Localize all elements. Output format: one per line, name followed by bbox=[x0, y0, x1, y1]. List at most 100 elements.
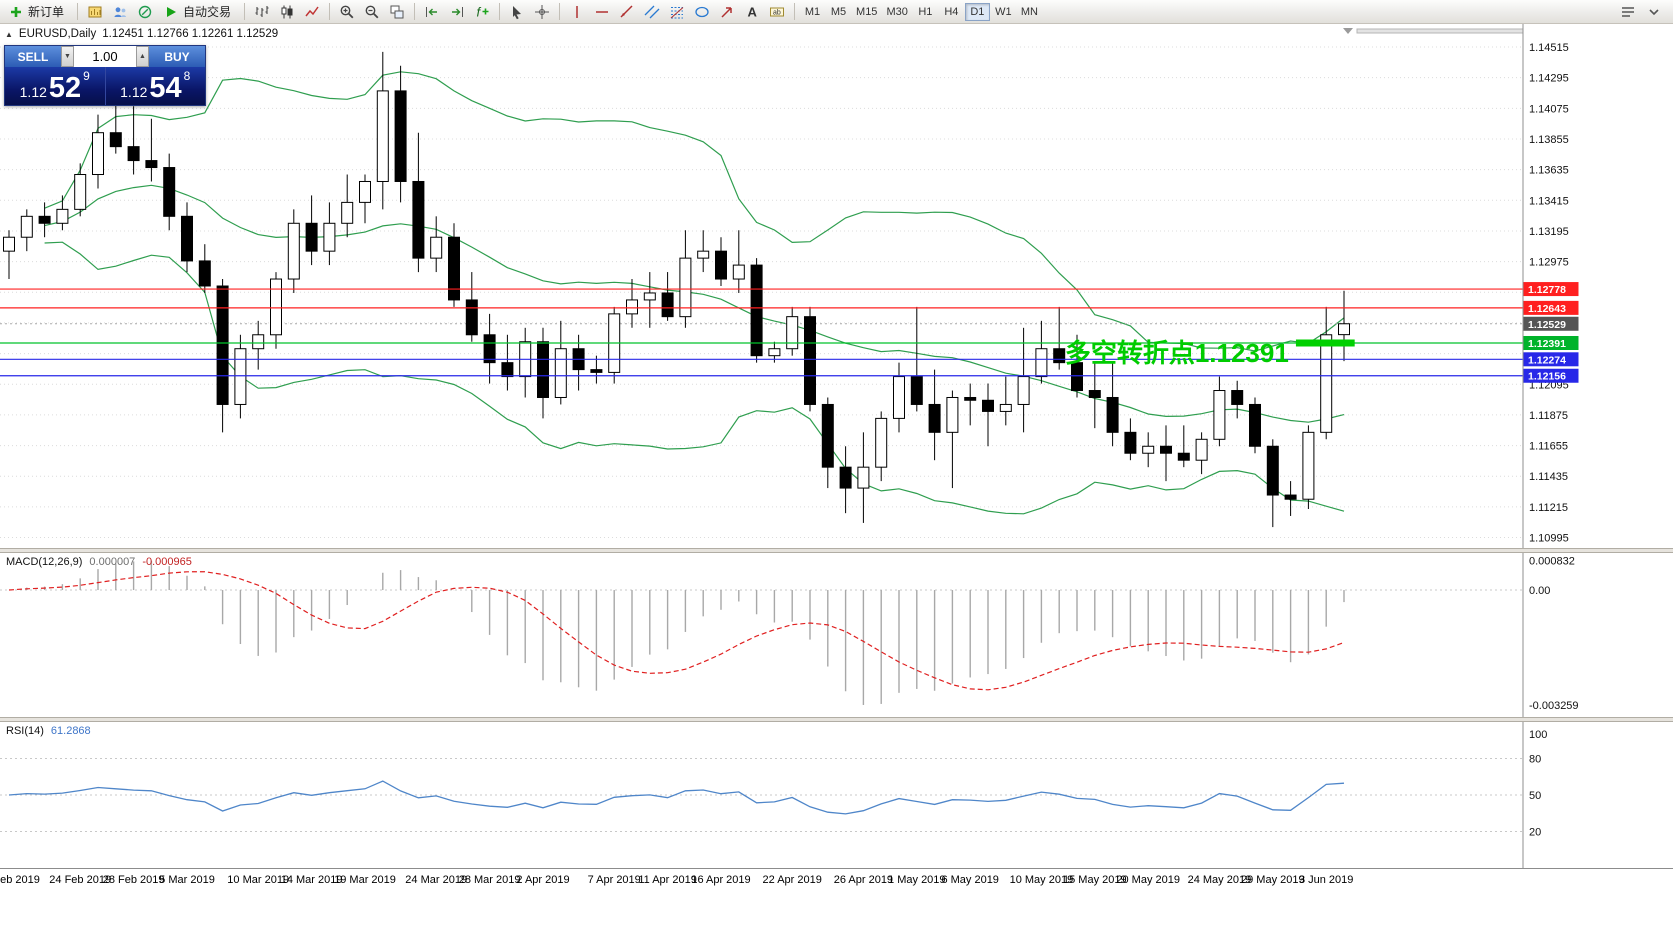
vertical-line-button[interactable] bbox=[565, 2, 589, 22]
panel-splitter[interactable] bbox=[0, 548, 1673, 553]
buy-price-big: 54 bbox=[149, 72, 182, 105]
timeframe-h4-button[interactable]: H4 bbox=[939, 3, 964, 21]
time-axis-label: 10 May 2019 bbox=[1009, 874, 1074, 886]
one-click-collapse-button[interactable]: ▲ bbox=[5, 29, 13, 39]
timeframe-m5-button[interactable]: M5 bbox=[826, 3, 851, 21]
navigator-button[interactable] bbox=[133, 2, 157, 22]
time-axis-label: 24 Feb 2019 bbox=[49, 874, 112, 886]
chart-annotation-text[interactable]: 多空转折点1.12391 bbox=[1065, 338, 1289, 368]
candlestick-chart-button[interactable] bbox=[275, 2, 299, 22]
sell-price-display[interactable]: 1.12 52 9 bbox=[5, 67, 105, 105]
rsi-panel[interactable]: 100 80 50 20 bbox=[0, 722, 1673, 868]
main-chart[interactable]: 多空转折点1.12391 1.14515 1.14295 1.14075 1.13855… bbox=[0, 24, 1673, 548]
crosshair-icon bbox=[534, 4, 550, 20]
profiles-icon bbox=[112, 4, 128, 20]
customize-toolbar-button[interactable] bbox=[1616, 2, 1640, 22]
macd-name: MACD(12,26,9) bbox=[6, 556, 83, 568]
chart-symbol-label: EURUSD,Daily bbox=[18, 28, 97, 40]
trend-highlight-object[interactable] bbox=[1295, 339, 1355, 347]
rsi-value: 61.2868 bbox=[50, 725, 91, 737]
cursor-icon bbox=[509, 4, 525, 20]
auto-scroll-button[interactable] bbox=[420, 2, 444, 22]
lot-decrease-button[interactable]: ▼ bbox=[61, 46, 74, 67]
svg-text:1.14515: 1.14515 bbox=[1529, 42, 1569, 54]
chart-scrollbar[interactable] bbox=[1356, 28, 1524, 34]
buy-price-display[interactable]: 1.12 54 8 bbox=[104, 67, 206, 105]
candlestick-chart-icon bbox=[279, 4, 295, 20]
toolbar-separator bbox=[414, 3, 416, 20]
timeframe-h1-button[interactable]: H1 bbox=[913, 3, 938, 21]
arrows-icon bbox=[719, 4, 735, 20]
indicators-button[interactable]: f bbox=[470, 2, 494, 22]
lot-increase-button[interactable]: ▲ bbox=[136, 46, 149, 67]
macd-label: MACD(12,26,9) 0.000007 -0.000965 bbox=[6, 556, 192, 568]
time-axis-label: 16 Apr 2019 bbox=[691, 874, 751, 886]
svg-text:80: 80 bbox=[1529, 754, 1541, 766]
price-tag: 1.12778 bbox=[1523, 282, 1579, 297]
svg-text:1.12778: 1.12778 bbox=[1528, 284, 1566, 296]
autotrading-button[interactable]: 自动交易 bbox=[158, 2, 239, 22]
svg-text:ab: ab bbox=[773, 9, 781, 16]
toolbar-overflow-icon bbox=[1646, 4, 1662, 20]
tile-windows-button[interactable] bbox=[385, 2, 409, 22]
equidistant-channel-button[interactable] bbox=[640, 2, 664, 22]
trendline-icon bbox=[619, 4, 635, 20]
svg-text:1.12156: 1.12156 bbox=[1528, 371, 1566, 383]
buy-button[interactable]: BUY bbox=[149, 46, 205, 67]
macd-panel[interactable]: 0.000832 0.00 -0.003259 bbox=[0, 553, 1673, 717]
time-axis-label: 20 May 2019 bbox=[1116, 874, 1180, 886]
candles bbox=[3, 51, 1350, 528]
timeframe-w1-button[interactable]: W1 bbox=[991, 3, 1016, 21]
sell-button[interactable]: SELL bbox=[5, 46, 61, 67]
bar-chart-icon bbox=[254, 4, 270, 20]
timeframe-d1-button[interactable]: D1 bbox=[964, 2, 990, 21]
time-axis-label: 24 Mar 2019 bbox=[405, 874, 468, 886]
panel-splitter[interactable] bbox=[0, 717, 1673, 722]
svg-text:1.12643: 1.12643 bbox=[1528, 303, 1566, 315]
bar-chart-button[interactable] bbox=[250, 2, 274, 22]
line-chart-icon bbox=[304, 4, 320, 20]
volume-input[interactable] bbox=[74, 46, 136, 67]
time-axis-label: 3 Jun 2019 bbox=[1298, 874, 1354, 886]
timeframe-m30-button[interactable]: M30 bbox=[882, 3, 911, 21]
zoom-in-button[interactable] bbox=[335, 2, 359, 22]
svg-text:0.000832: 0.000832 bbox=[1529, 556, 1575, 568]
price-tag: 1.12391 bbox=[1523, 335, 1579, 350]
chart-shift-marker[interactable] bbox=[1343, 28, 1353, 34]
svg-text:100: 100 bbox=[1529, 729, 1547, 741]
profiles-button[interactable] bbox=[108, 2, 132, 22]
arrows-button[interactable] bbox=[715, 2, 739, 22]
autotrading-label: 自动交易 bbox=[183, 5, 232, 19]
time-axis-label: 26 Apr 2019 bbox=[833, 874, 894, 886]
timeframe-m1-button[interactable]: M1 bbox=[800, 3, 825, 21]
time-axis-label: 28 Mar 2019 bbox=[458, 874, 521, 886]
auto-scroll-icon bbox=[424, 4, 440, 20]
timeframe-mn-button[interactable]: MN bbox=[1017, 3, 1042, 21]
sell-price-sup: 9 bbox=[83, 69, 90, 83]
sell-price-prefix: 1.12 bbox=[19, 84, 47, 100]
text-label-icon: ab bbox=[769, 4, 785, 20]
timeframe-m15-button[interactable]: M15 bbox=[852, 3, 881, 21]
time-axis-label: 2 Apr 2019 bbox=[516, 874, 570, 886]
crosshair-button[interactable] bbox=[530, 2, 554, 22]
text-button[interactable]: A bbox=[740, 2, 764, 22]
line-chart-button[interactable] bbox=[300, 2, 324, 22]
time-axis-label: 19 Mar 2019 bbox=[334, 874, 396, 886]
toolbar-overflow-button[interactable] bbox=[1642, 2, 1666, 22]
svg-text:1.13415: 1.13415 bbox=[1529, 195, 1569, 207]
toolbar-separator bbox=[499, 3, 501, 20]
svg-text:1.11215: 1.11215 bbox=[1529, 502, 1568, 514]
horizontal-line-button[interactable] bbox=[590, 2, 614, 22]
new-order-button[interactable]: 新订单 bbox=[3, 2, 72, 22]
chart-shift-button[interactable] bbox=[445, 2, 469, 22]
cursor-button[interactable] bbox=[505, 2, 529, 22]
shapes-button[interactable] bbox=[690, 2, 714, 22]
fibonacci-button[interactable] bbox=[665, 2, 689, 22]
zoom-out-button[interactable] bbox=[360, 2, 384, 22]
chart-window-button[interactable] bbox=[83, 2, 107, 22]
trendline-button[interactable] bbox=[615, 2, 639, 22]
text-label-button[interactable]: ab bbox=[765, 2, 789, 22]
svg-text:1.12975: 1.12975 bbox=[1529, 257, 1569, 269]
toolbar-separator bbox=[794, 3, 796, 20]
